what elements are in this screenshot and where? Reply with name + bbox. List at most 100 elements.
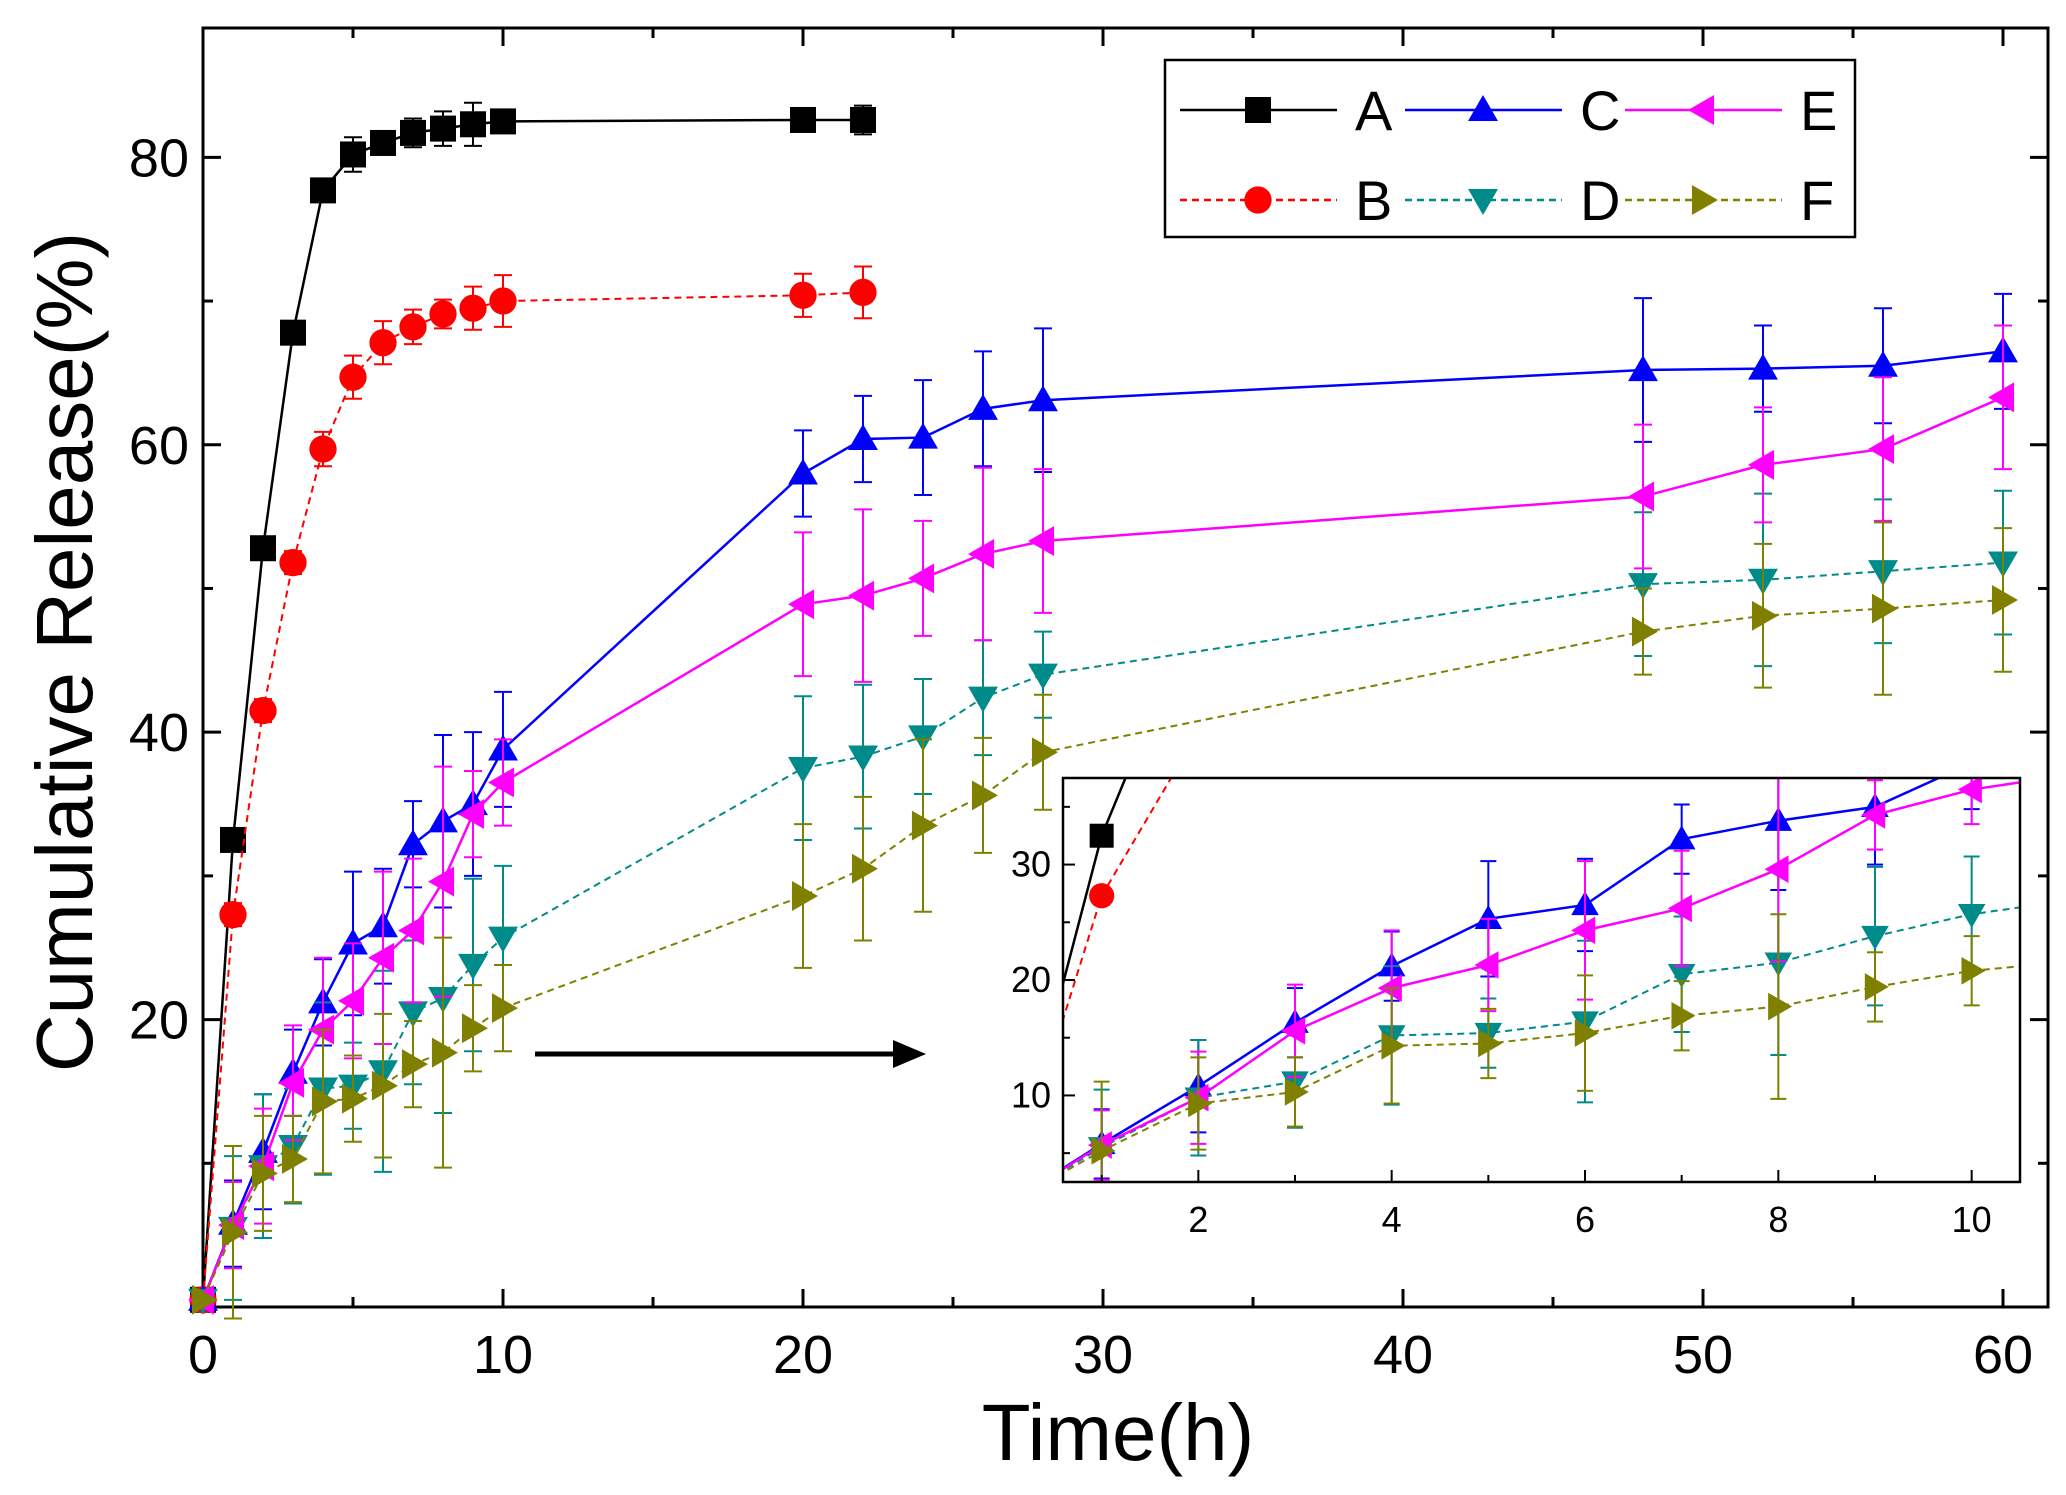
data-point [788,757,818,784]
inset-background [1063,778,2020,1182]
data-point [1871,593,1898,624]
series-F [191,521,2018,1320]
data-point [251,1158,278,1189]
legend-item-B: B [1180,169,1392,232]
data-point [458,799,485,830]
inset-series-group [1063,778,2020,1182]
data-point [459,294,487,322]
legend: AB CD EF [1163,58,1857,239]
inset-x-tick-label: 4 [1382,1199,1402,1240]
data-point [1628,481,1655,512]
data-point [1988,382,2015,413]
data-point [430,115,456,142]
legend-label: A [1355,79,1393,142]
inset-data-point [1571,916,1596,945]
data-point [460,111,486,138]
inset-x-tick-label: 8 [1768,1199,1788,1240]
y-tick-label: 80 [129,128,189,188]
data-point [281,1144,308,1174]
inset-y-tick-label: 30 [1011,844,1051,885]
data-point [968,539,995,569]
data-point [279,548,307,577]
inset-data-point [1961,956,1986,985]
data-point [908,422,938,449]
x-tick-label: 20 [773,1325,833,1385]
inset-data-point [1667,825,1696,850]
inset-x-tick-label: 10 [1952,1199,1992,1240]
inset-data-point [1671,1001,1696,1030]
data-point [790,106,816,133]
inset-series-line [1063,781,2020,1171]
x-tick-label: 0 [188,1325,218,1385]
inset-data-point [1284,1078,1309,1106]
data-point [278,1067,305,1098]
inset-y-tick-label: 10 [1011,1074,1051,1115]
data-point [789,281,817,309]
data-point [221,1217,248,1248]
data-point [488,926,518,953]
data-point [1868,350,1898,377]
inset-data-point [1574,1019,1599,1047]
inset-data-point [1861,925,1889,950]
inset-data-point [1474,951,1499,979]
main-plot: 0 10 20 30 40 50 60 20 40 60 80 [129,26,2050,1385]
inset-data-point [1667,964,1696,989]
data-point [400,119,426,146]
inset-data-point [1957,778,1982,804]
legend-item-C: C [1405,79,1620,142]
data-point [219,901,247,929]
inset-series-B [1063,778,1173,1023]
data-point [371,1070,398,1101]
inset-data-point [1281,1016,1306,1045]
data-point [788,589,815,620]
data-point [1031,737,1058,768]
legend-item-F: F [1625,169,1834,232]
inset-y-tick-label: 20 [1011,959,1051,1000]
data-point [908,563,935,594]
data-point [428,866,455,897]
x-tick-label: 60 [1973,1325,2033,1385]
data-point [1751,600,1778,631]
x-tick-label: 50 [1673,1325,1733,1385]
data-point [338,985,365,1016]
inset-data-point [1478,1029,1503,1058]
data-point [851,853,878,884]
inset-data-point [1768,992,1793,1021]
legend-label: B [1355,169,1392,232]
data-point [250,535,276,562]
data-point [490,108,516,135]
data-point [280,319,306,346]
data-point [401,1049,428,1080]
legend-marker [1244,186,1272,214]
data-point [398,915,425,946]
legend-label: C [1580,79,1620,142]
plot-frame [201,26,2050,1309]
data-point [1631,616,1658,647]
data-point [458,953,488,980]
data-point [220,826,246,853]
data-point [848,580,875,611]
arrow-head [893,1040,926,1068]
legend-marker [1468,188,1498,215]
data-point [1748,353,1778,380]
data-point [489,287,517,315]
y-tick-label: 40 [129,703,189,763]
y-axis-title: Cumulative Release(%) [20,232,109,1072]
data-point [310,177,336,204]
data-point [398,829,428,856]
data-point [911,810,938,841]
inset-data-point [1864,973,1889,1001]
data-point [968,393,998,420]
data-point [1991,585,2018,615]
data-point [788,458,818,485]
series-B [189,265,877,1314]
data-point [461,1013,488,1044]
series-line [201,350,2004,1301]
data-point [369,329,397,357]
data-point [398,1001,428,1028]
inset-series-A [1063,778,1127,989]
inset-data-point [1957,904,1986,929]
inset-data-point [1764,855,1789,883]
legend-label: E [1800,79,1837,142]
